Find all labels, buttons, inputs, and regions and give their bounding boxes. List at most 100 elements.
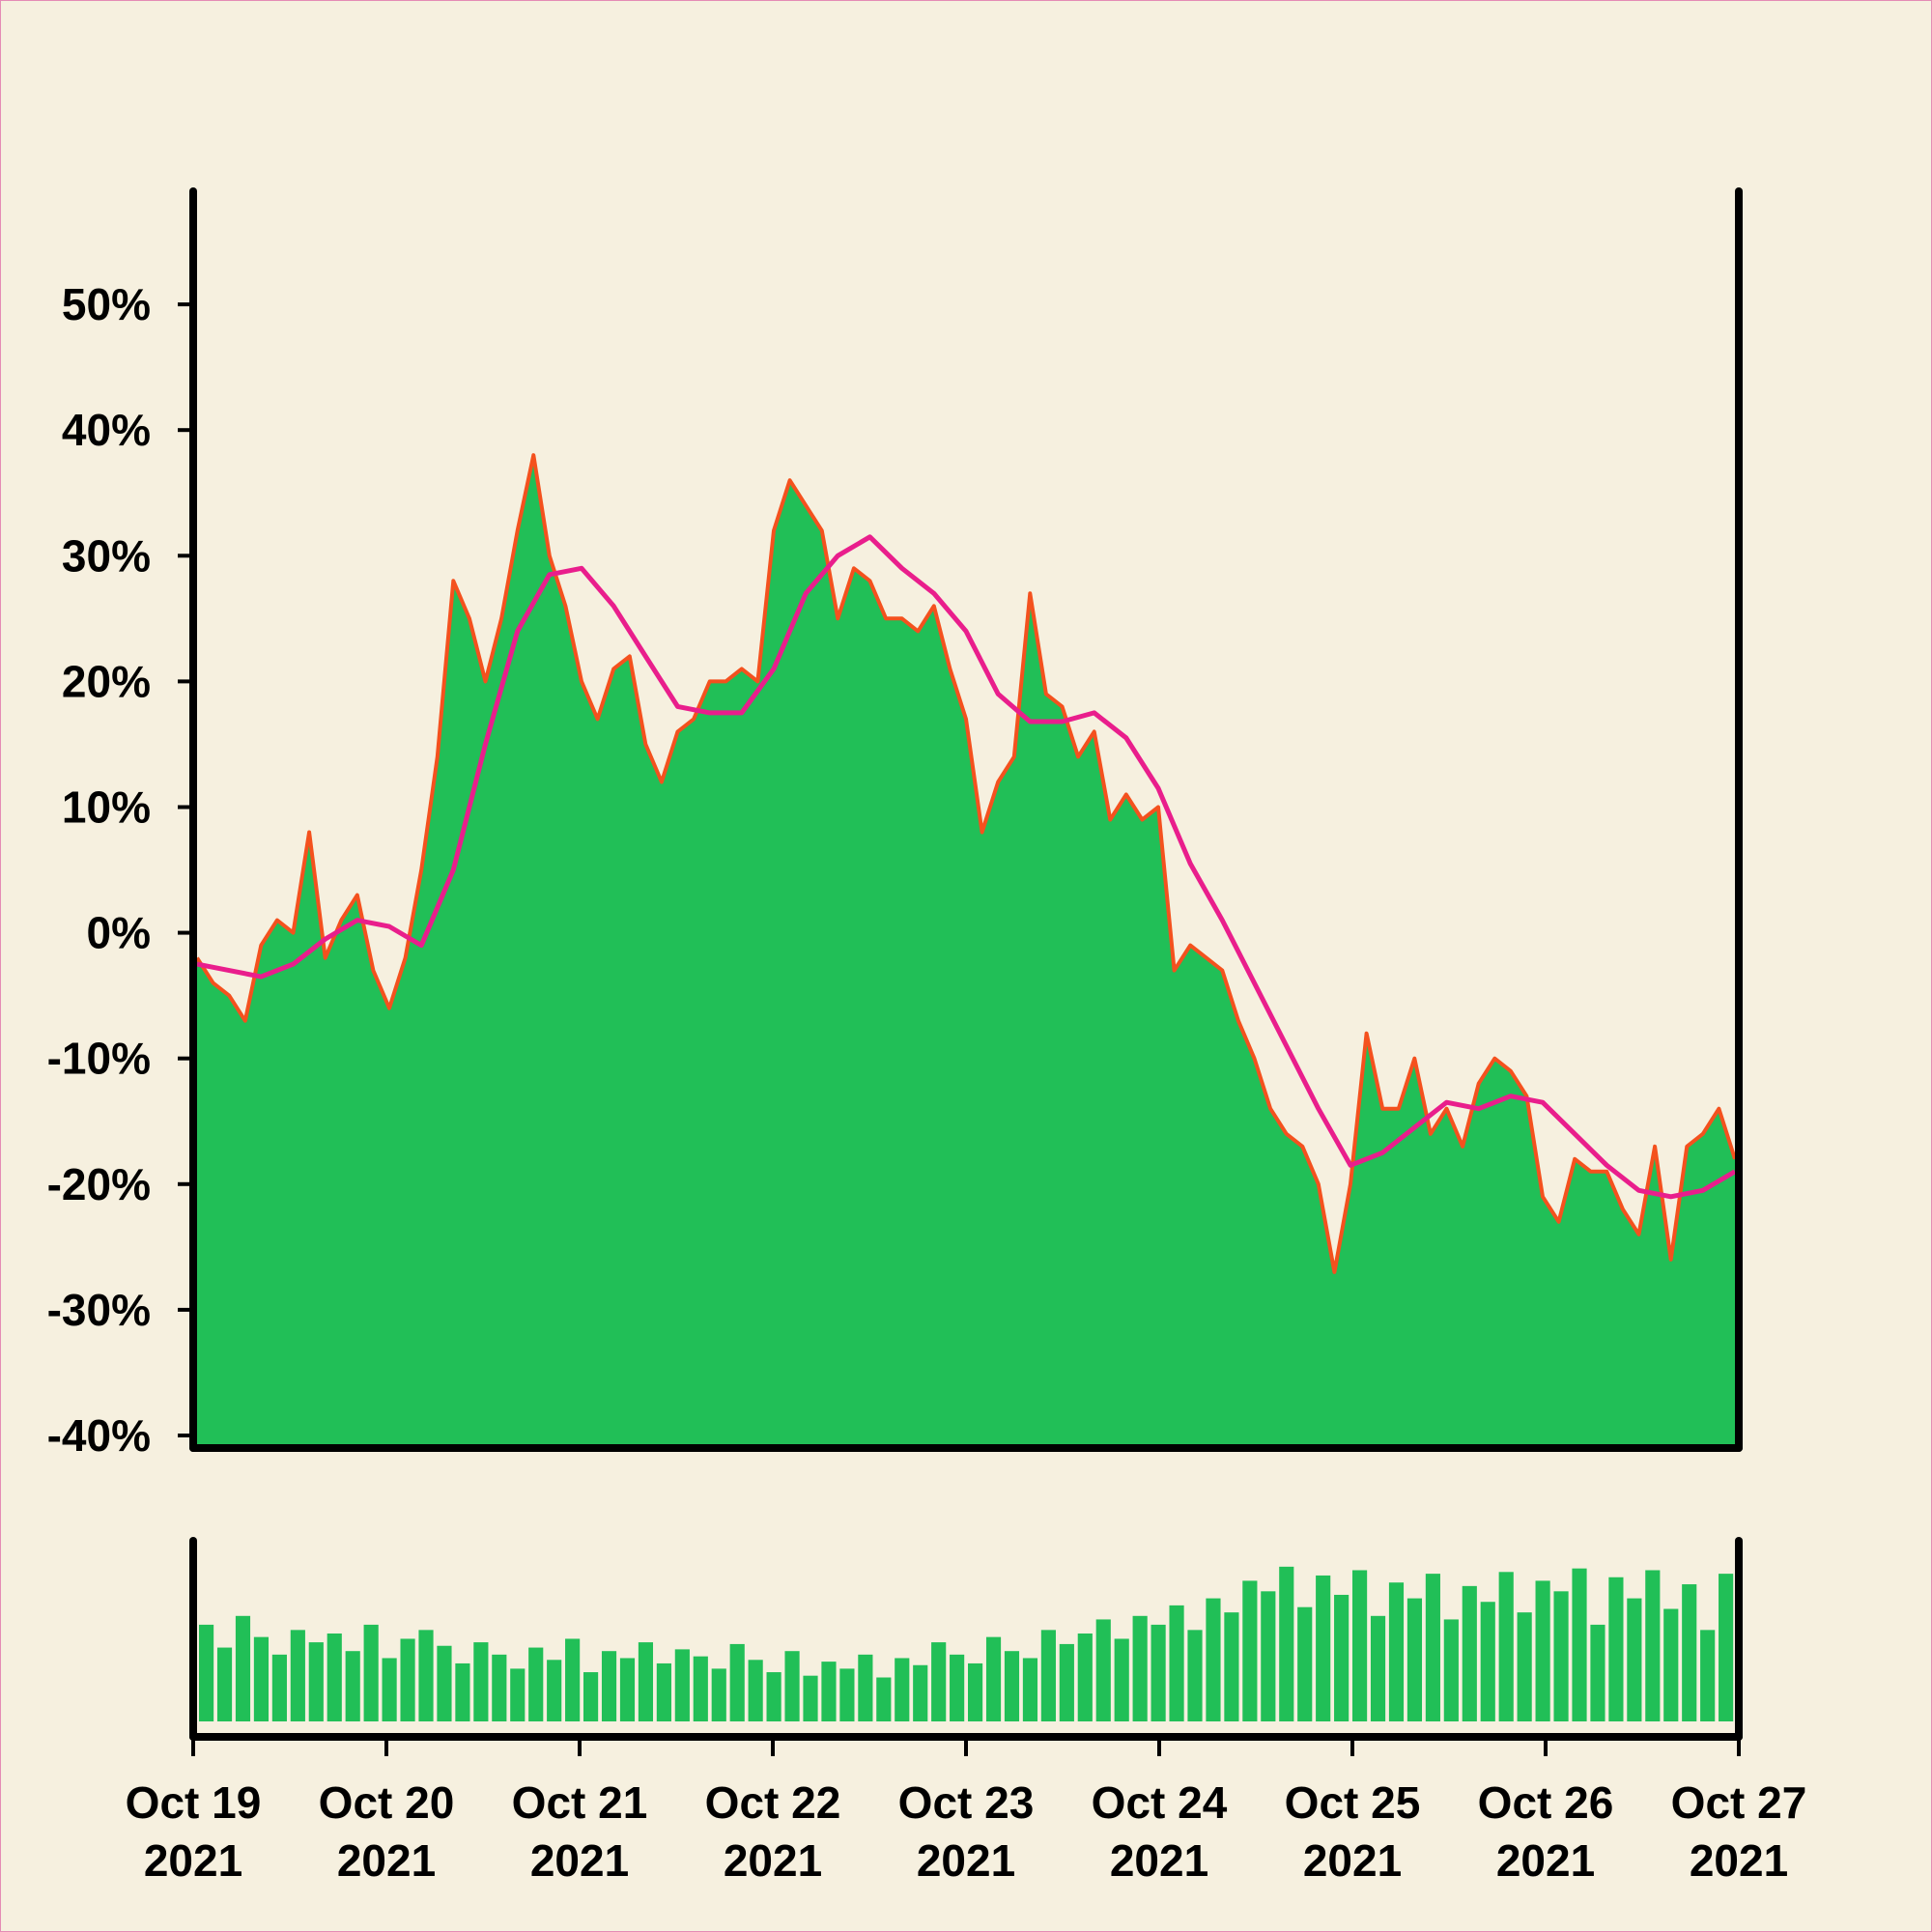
volume-bar: [1645, 1570, 1661, 1721]
volume-bar: [1480, 1602, 1495, 1721]
volume-bar: [803, 1675, 818, 1721]
volume-bar: [199, 1624, 214, 1721]
volume-bar: [510, 1668, 526, 1721]
volume-bar: [1572, 1568, 1587, 1721]
y-tick-label: 20%: [62, 656, 151, 706]
volume-bar: [711, 1668, 726, 1721]
volume-bar: [656, 1662, 671, 1721]
x-tick-label: 2021: [530, 1835, 629, 1886]
volume-bar: [1719, 1574, 1734, 1721]
moving-average-line: [196, 534, 1737, 1200]
volume-bar: [1242, 1580, 1258, 1721]
volume-bar: [1425, 1574, 1440, 1721]
volume-bar: [1279, 1566, 1294, 1721]
area-fill: [197, 455, 1735, 1449]
volume-bar: [766, 1672, 781, 1721]
volume-bar: [1406, 1598, 1423, 1721]
volume-bar: [1590, 1624, 1605, 1721]
x-tick-label: 2021: [1690, 1835, 1788, 1886]
volume-bar: [382, 1658, 397, 1721]
volume-bar: [1388, 1582, 1405, 1721]
volume-bar: [1077, 1634, 1093, 1721]
volume-bar: [528, 1647, 544, 1721]
volume-bar: [547, 1660, 562, 1721]
volume-bar: [985, 1636, 1002, 1721]
volume-bar: [821, 1662, 837, 1721]
x-tick-label: 2021: [917, 1835, 1015, 1886]
y-tick-label: 40%: [62, 405, 151, 455]
volume-bar: [858, 1654, 873, 1721]
volume-bar: [345, 1651, 360, 1721]
volume-bar: [1627, 1598, 1642, 1721]
volume-bar: [418, 1630, 434, 1721]
volume-bar: [729, 1643, 745, 1721]
volume-bar: [913, 1664, 928, 1721]
volume-bar: [216, 1647, 233, 1721]
x-tick-label: Oct 20: [319, 1777, 455, 1828]
volume-bar: [1334, 1594, 1350, 1721]
volume-bar: [363, 1624, 379, 1721]
area-line: [195, 453, 1737, 1274]
volume-bar: [1370, 1615, 1386, 1721]
volume-bar: [1059, 1643, 1074, 1721]
y-tick-label: -10%: [47, 1034, 151, 1084]
volume-bar: [1352, 1570, 1368, 1721]
volume-bar: [1535, 1580, 1550, 1721]
x-tick-label: Oct 23: [898, 1777, 1035, 1828]
volume-bar: [1187, 1630, 1203, 1721]
volume-bar: [308, 1642, 324, 1721]
volume-bar: [1004, 1651, 1020, 1721]
volume-bar: [1700, 1630, 1716, 1721]
volume-bar: [1443, 1619, 1459, 1721]
volume-bar: [674, 1649, 690, 1721]
x-tick-label: Oct 19: [126, 1777, 262, 1828]
y-tick-label: -30%: [47, 1285, 151, 1335]
x-tick-label: Oct 21: [512, 1777, 648, 1828]
x-tick-label: Oct 25: [1285, 1777, 1421, 1828]
volume-bar: [1095, 1619, 1111, 1721]
volume-bar: [1261, 1591, 1276, 1721]
volume-bar: [895, 1658, 910, 1721]
volume-bar: [1224, 1612, 1239, 1721]
volume-bar: [619, 1658, 636, 1721]
x-tick-label: Oct 27: [1671, 1777, 1807, 1828]
volume-bar: [1682, 1584, 1697, 1721]
volume-bar: [1316, 1575, 1331, 1721]
y-tick-label: 30%: [62, 530, 151, 581]
x-tick-label: 2021: [337, 1835, 436, 1886]
volume-bar: [1498, 1572, 1514, 1721]
volume-bar: [1040, 1630, 1056, 1721]
volume-bar: [1132, 1615, 1148, 1721]
volume-bar: [1114, 1638, 1129, 1721]
volume-bar: [1169, 1605, 1184, 1721]
volume-bar: [693, 1656, 708, 1721]
x-tick-label: Oct 22: [705, 1777, 841, 1828]
volume-bar: [1608, 1577, 1624, 1721]
volume-bar: [235, 1615, 251, 1721]
volume-bar: [1151, 1624, 1166, 1721]
volume-bar: [839, 1668, 855, 1721]
x-tick-label: Oct 24: [1092, 1777, 1228, 1828]
volume-bar: [950, 1654, 965, 1721]
x-tick-label: Oct 26: [1478, 1777, 1614, 1828]
volume-bar: [327, 1634, 342, 1721]
volume-bar: [565, 1638, 581, 1721]
volume-bar: [1553, 1591, 1569, 1721]
volume-bar: [1022, 1658, 1038, 1721]
volume-bar: [784, 1651, 800, 1721]
volume-bar: [290, 1630, 305, 1721]
volume-bar: [1206, 1598, 1221, 1721]
volume-bar: [748, 1660, 763, 1721]
volume-bar: [253, 1636, 270, 1721]
volume-bar: [876, 1677, 892, 1721]
volume-bar: [473, 1642, 489, 1721]
y-tick-label: -40%: [47, 1410, 151, 1461]
volume-bar: [1663, 1608, 1679, 1721]
volume-bar: [601, 1651, 617, 1721]
y-tick-label: 50%: [62, 279, 151, 329]
volume-bar: [437, 1645, 452, 1721]
volume-bar: [271, 1654, 287, 1721]
x-tick-label: 2021: [144, 1835, 242, 1886]
